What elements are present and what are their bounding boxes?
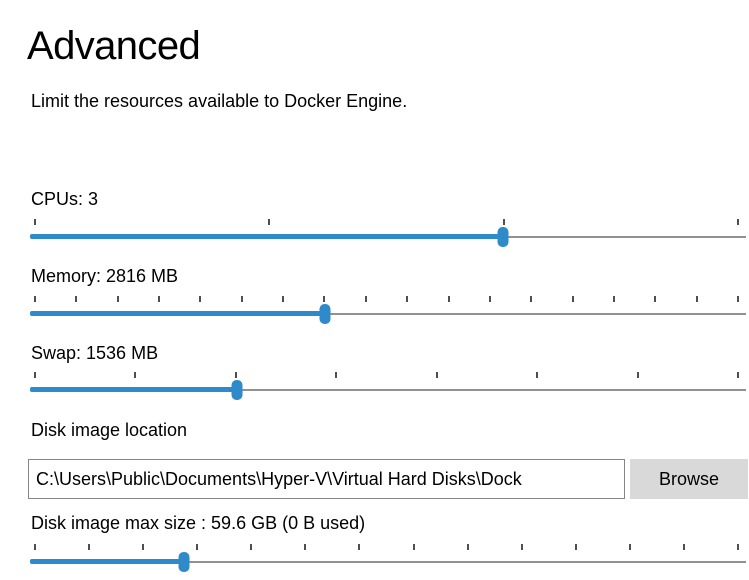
- slider-tick: [530, 296, 533, 302]
- slider-tick: [134, 372, 137, 378]
- slider-tick: [34, 219, 36, 225]
- cpus-slider[interactable]: [30, 219, 746, 249]
- slider-tick: [737, 219, 739, 225]
- slider-tick: [34, 296, 36, 302]
- slider-tick: [358, 544, 361, 550]
- slider-tick: [196, 544, 199, 550]
- slider-tick: [268, 219, 271, 225]
- slider-tick: [536, 372, 539, 378]
- slider-tick: [447, 296, 450, 302]
- slider-tick: [250, 544, 253, 550]
- slider-tick: [364, 296, 367, 302]
- swap-label: Swap: 1536 MB: [31, 343, 159, 363]
- disk-image-max-size-slider-track: [184, 560, 746, 563]
- slider-tick: [282, 296, 285, 302]
- slider-tick: [520, 544, 523, 550]
- disk-image-max-size-label: Disk image max size : 59.6 GB (0 B used): [31, 513, 366, 533]
- disk-image-max-size-slider-thumb[interactable]: [178, 551, 190, 572]
- slider-tick: [240, 296, 243, 302]
- cpus-slider-track: [503, 235, 746, 238]
- slider-tick: [412, 544, 415, 550]
- memory-slider-track: [325, 312, 746, 315]
- slider-tick: [488, 296, 491, 302]
- disk-image-location-label: Disk image location: [31, 420, 188, 440]
- slider-tick: [88, 544, 91, 550]
- slider-tick: [737, 544, 739, 550]
- slider-tick: [695, 296, 698, 302]
- slider-tick: [737, 296, 739, 302]
- memory-label: Memory: 2816 MB: [31, 266, 179, 286]
- slider-tick: [612, 296, 615, 302]
- slider-tick: [142, 544, 145, 550]
- swap-slider-track: [237, 388, 746, 391]
- slider-tick: [335, 372, 338, 378]
- slider-tick: [654, 296, 657, 302]
- slider-tick: [323, 296, 326, 302]
- slider-tick: [682, 544, 685, 550]
- slider-tick: [406, 296, 409, 302]
- slider-tick: [158, 296, 161, 302]
- disk-image-location-input[interactable]: [28, 459, 625, 499]
- slider-tick: [571, 296, 574, 302]
- memory-slider[interactable]: [30, 296, 746, 326]
- slider-tick: [304, 544, 307, 550]
- page-subtitle: Limit the resources available to Docker …: [31, 91, 408, 111]
- memory-slider-thumb[interactable]: [319, 303, 331, 324]
- browse-button-label: Browse: [658, 468, 720, 489]
- slider-tick: [502, 219, 505, 225]
- slider-tick: [435, 372, 438, 378]
- disk-image-max-size-slider[interactable]: [30, 544, 746, 574]
- cpus-slider-fill: [30, 234, 503, 239]
- swap-slider-fill: [30, 387, 237, 392]
- slider-tick: [75, 296, 78, 302]
- slider-tick: [636, 372, 639, 378]
- slider-tick: [34, 544, 36, 550]
- slider-tick: [116, 296, 119, 302]
- memory-slider-fill: [30, 311, 325, 316]
- disk-image-max-size-slider-fill: [30, 559, 184, 564]
- slider-tick: [234, 372, 237, 378]
- browse-button[interactable]: Browse: [630, 459, 748, 499]
- slider-tick: [628, 544, 631, 550]
- slider-tick: [34, 372, 36, 378]
- swap-slider-thumb[interactable]: [231, 379, 243, 400]
- slider-tick: [737, 372, 739, 378]
- slider-tick: [199, 296, 202, 302]
- slider-tick: [574, 544, 577, 550]
- cpus-label: CPUs: 3: [31, 189, 99, 209]
- page-title: Advanced: [27, 24, 201, 68]
- cpus-slider-thumb[interactable]: [497, 226, 509, 247]
- swap-slider[interactable]: [30, 372, 746, 402]
- slider-tick: [466, 544, 469, 550]
